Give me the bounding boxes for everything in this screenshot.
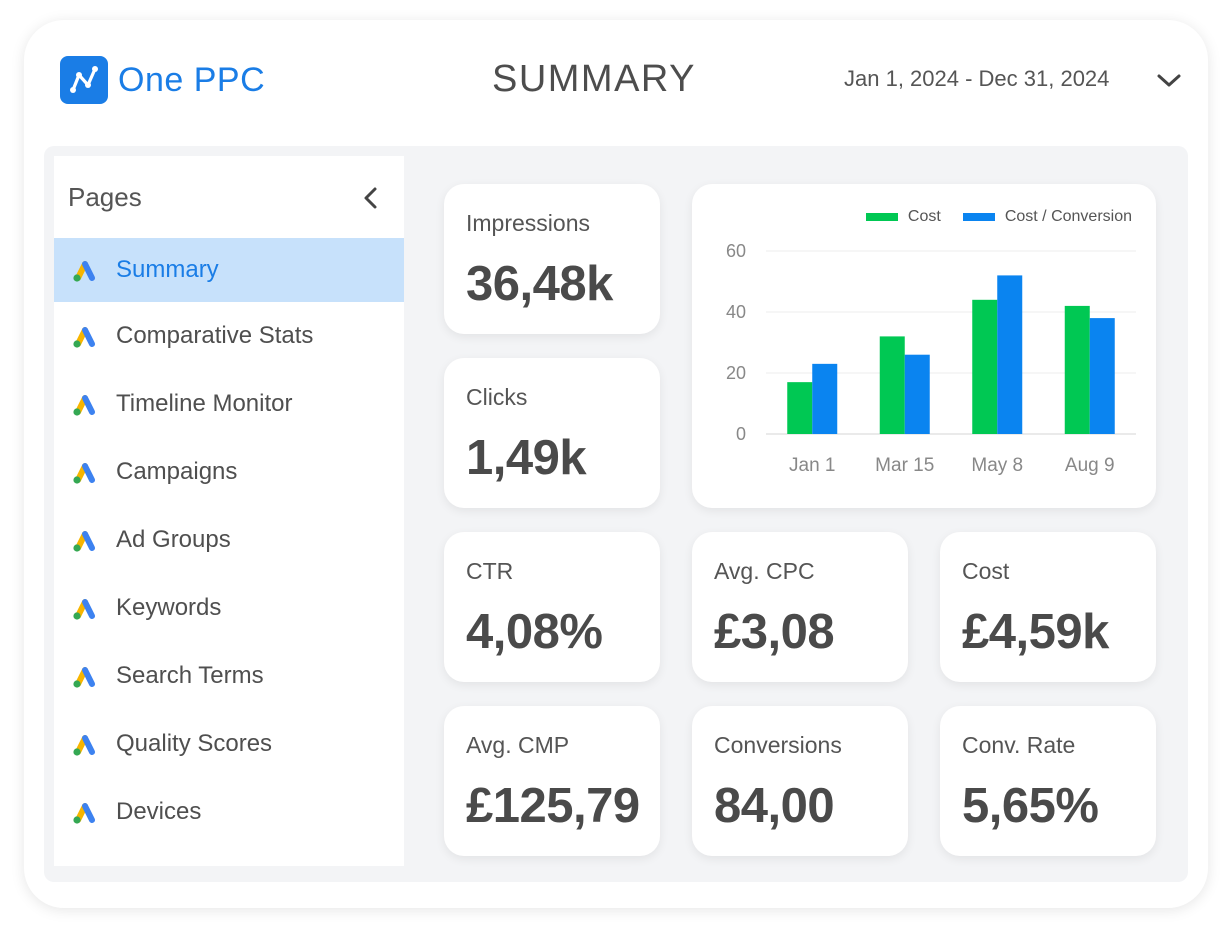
sidebar-item-ad-groups[interactable]: Ad Groups [54, 506, 404, 574]
kpi-value: 36,48k [466, 257, 613, 311]
sidebar-item-keywords[interactable]: Keywords [54, 574, 404, 642]
google-ads-icon [70, 663, 100, 689]
google-ads-icon [70, 257, 100, 283]
kpi-value: £3,08 [714, 605, 835, 659]
kpi-card-avg-cpc: Avg. CPC £3,08 [692, 532, 908, 682]
legend-item-cost: Cost [865, 208, 941, 226]
bar-cost-per-conversion [812, 363, 838, 434]
sidebar-item-label: Comparative Stats [116, 322, 314, 349]
cost-chart-card: Cost Cost / Conversion 0 20 40 60 Jan 1 Mar 1… [692, 184, 1156, 508]
sidebar-item-label: Devices [116, 798, 202, 825]
trend-line-icon [60, 56, 108, 104]
sidebar-item-label: Campaigns [116, 458, 238, 485]
bar-cost-per-conversion [997, 275, 1023, 434]
google-ads-icon [70, 595, 100, 621]
kpi-card-avg-cmp: Avg. CMP £125,79 [444, 706, 660, 856]
kpi-label: Impressions [466, 210, 590, 236]
kpi-label: Conv. Rate [962, 732, 1076, 758]
bar-cost [879, 336, 905, 434]
sidebar-item-search-terms[interactable]: Search Terms [54, 642, 404, 710]
sidebar-item-label: Ad Groups [116, 526, 231, 553]
x-tick-label: Jan 1 [789, 455, 835, 476]
brand-name: One PPC [118, 60, 266, 99]
sidebar-item-devices[interactable]: Devices [54, 778, 404, 846]
kpi-card-clicks: Clicks 1,49k [444, 358, 660, 508]
google-ads-icon [70, 527, 100, 553]
sidebar-item-label: Search Terms [116, 662, 264, 689]
x-tick-label: May 8 [971, 455, 1023, 476]
dashboard-workspace: Pages Summary Comparative Stats Timeline M… [44, 146, 1188, 882]
sidebar-title: Pages [68, 181, 142, 212]
sidebar-item-label: Summary [116, 256, 219, 283]
legend-label: Cost [907, 208, 941, 225]
sidebar-item-summary[interactable]: Summary [54, 238, 404, 302]
app-frame: One PPC SUMMARY Jan 1, 2024 - Dec 31, 20… [24, 20, 1208, 908]
google-ads-icon [70, 459, 100, 485]
google-ads-icon [70, 323, 100, 349]
kpi-label: Avg. CPC [714, 558, 815, 584]
sidebar-item-label: Quality Scores [116, 730, 273, 757]
kpi-label: Avg. CMP [466, 732, 570, 758]
sidebar-item-campaigns[interactable]: Campaigns [54, 438, 404, 506]
legend-label: Cost / Conversion [1004, 208, 1132, 225]
brand-logo[interactable]: One PPC [60, 56, 265, 104]
kpi-label: CTR [466, 558, 514, 584]
kpi-value: £4,59k [962, 605, 1109, 659]
y-tick-label: 0 [736, 424, 746, 444]
google-ads-icon [70, 391, 100, 417]
x-tick-label: Mar 15 [875, 455, 934, 476]
sidebar-nav: Summary Comparative Stats Timeline Monitor… [54, 238, 404, 846]
date-range-label[interactable]: Jan 1, 2024 - Dec 31, 2024 [844, 66, 1110, 91]
google-ads-icon [70, 731, 100, 757]
y-tick-label: 20 [726, 363, 746, 383]
x-tick-label: Aug 9 [1065, 455, 1115, 476]
bar-cost-per-conversion [904, 354, 930, 434]
kpi-value: £125,79 [466, 779, 640, 833]
sidebar-header: Pages [54, 156, 404, 238]
legend-swatch [865, 213, 898, 221]
bar-chart: 0 20 40 60 Jan 1 Mar 15 May 8 Aug 9 [726, 241, 1136, 476]
kpi-value: 5,65% [962, 779, 1099, 833]
y-tick-label: 60 [726, 241, 746, 261]
legend-swatch [962, 213, 995, 221]
sidebar-item-label: Timeline Monitor [116, 390, 293, 417]
bar-cost [972, 299, 998, 434]
kpi-label: Conversions [714, 732, 842, 758]
kpi-value: 84,00 [714, 779, 835, 833]
kpi-card-conv-rate: Conv. Rate 5,65% [940, 706, 1156, 856]
chart-legend: Cost Cost / Conversion [844, 208, 1132, 226]
google-ads-icon [70, 799, 100, 825]
sidebar-item-comparative-stats[interactable]: Comparative Stats [54, 302, 404, 370]
pages-sidebar: Pages Summary Comparative Stats Timeline M… [54, 156, 404, 866]
kpi-card-ctr: CTR 4,08% [444, 532, 660, 682]
bar-cost [1064, 305, 1090, 434]
sidebar-item-label: Keywords [116, 594, 222, 621]
kpi-value: 4,08% [466, 605, 603, 659]
kpi-card-impressions: Impressions 36,48k [444, 184, 660, 334]
kpi-label: Clicks [466, 384, 528, 410]
kpi-value: 1,49k [466, 431, 587, 485]
kpi-card-conversions: Conversions 84,00 [692, 706, 908, 856]
page-title: SUMMARY [491, 58, 697, 100]
bar-cost-per-conversion [1089, 318, 1115, 434]
kpi-card-cost: Cost £4,59k [940, 532, 1156, 682]
chevron-down-icon[interactable] [1154, 68, 1184, 92]
y-tick-label: 40 [726, 302, 746, 322]
chevron-left-icon[interactable] [360, 184, 382, 212]
sidebar-item-timeline-monitor[interactable]: Timeline Monitor [54, 370, 404, 438]
legend-item-cost-per-conversion: Cost / Conversion [962, 208, 1132, 226]
kpi-label: Cost [962, 558, 1010, 584]
sidebar-item-quality-scores[interactable]: Quality Scores [54, 710, 404, 778]
bar-cost [787, 382, 813, 434]
